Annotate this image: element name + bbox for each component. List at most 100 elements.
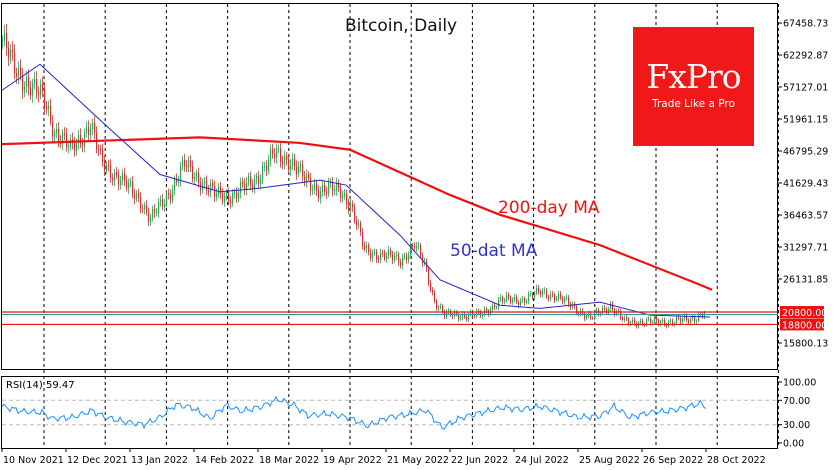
candle-body	[56, 128, 58, 133]
candle-body	[612, 303, 614, 310]
candle-body	[414, 245, 416, 249]
candle-body	[442, 306, 444, 312]
x-tick-label: 25 Aug 2022	[579, 455, 640, 466]
candle-body	[486, 308, 488, 311]
candle-body	[120, 180, 122, 186]
candle-body	[406, 255, 408, 260]
candle-body	[4, 32, 6, 41]
candle-body	[678, 317, 680, 319]
candle-body	[24, 86, 26, 92]
x-tick-label: 28 Oct 2022	[707, 455, 766, 466]
candle-body	[560, 293, 562, 298]
y-tick-label: 62292.87	[783, 51, 828, 62]
candle-body	[396, 254, 398, 257]
candle-body	[242, 181, 244, 185]
candle-body	[212, 183, 214, 187]
candle-body	[170, 194, 172, 200]
candle-body	[576, 306, 578, 314]
candle-body	[384, 252, 386, 259]
candle-body	[260, 179, 262, 184]
candle-body	[394, 256, 396, 261]
candle-body	[44, 89, 46, 106]
candle-body	[80, 135, 82, 144]
candle-body	[322, 185, 324, 192]
candle-body	[366, 245, 368, 250]
y-tick-label: 57127.01	[783, 83, 828, 94]
candle-body	[164, 203, 166, 207]
candle-body	[702, 314, 704, 317]
candle-body	[472, 312, 474, 316]
candle-body	[408, 255, 410, 260]
candle-body	[530, 293, 532, 295]
candle-body	[630, 322, 632, 324]
ma50-label: 50-dat MA	[450, 241, 538, 261]
candle-body	[698, 314, 700, 321]
candle-body	[50, 106, 52, 122]
candle-body	[440, 306, 442, 308]
candle-body	[256, 176, 258, 180]
logo-tagline: Trade Like a Pro	[652, 98, 735, 110]
candle-body	[578, 313, 580, 315]
candle-body	[310, 177, 312, 191]
rsi-label: RSI(14) 59.47	[6, 380, 75, 391]
x-tick-label: 18 Mar 2022	[259, 455, 319, 466]
x-tick-label: 24 Jul 2022	[515, 455, 569, 466]
x-tick-label: 21 May 2022	[387, 455, 449, 466]
candle-body	[680, 318, 682, 323]
candle-body	[246, 182, 248, 191]
candle-body	[474, 315, 476, 317]
candle-body	[278, 148, 280, 150]
candle-body	[280, 148, 282, 162]
candle-body	[314, 183, 316, 190]
candle-body	[94, 122, 96, 133]
candle-body	[10, 49, 12, 59]
candle-body	[88, 127, 90, 135]
candle-body	[126, 180, 128, 189]
candle-body	[594, 312, 596, 319]
candle-body	[100, 149, 102, 151]
candle-body	[290, 165, 292, 171]
x-tick-label: 26 Sep 2022	[643, 455, 703, 466]
candle-body	[68, 146, 70, 147]
candle-body	[412, 245, 414, 247]
candle-body	[496, 307, 498, 309]
candle-body	[536, 287, 538, 294]
candle-body	[154, 209, 156, 214]
y-tick-label: 51961.15	[783, 115, 828, 126]
candle-body	[696, 320, 698, 322]
candle-body	[504, 300, 506, 302]
candle-body	[438, 307, 440, 309]
candle-body	[618, 311, 620, 312]
candle-body	[528, 294, 530, 302]
candle-body	[694, 317, 696, 322]
candle-body	[690, 319, 692, 323]
candle-body	[224, 195, 226, 202]
candle-body	[418, 245, 420, 247]
candle-body	[430, 283, 432, 291]
logo-brand: FxPro	[646, 57, 741, 96]
candle-body	[238, 193, 240, 199]
candle-body	[470, 312, 472, 315]
candle-body	[544, 290, 546, 292]
candle-body	[516, 297, 518, 303]
candle-body	[86, 127, 88, 133]
candle-body	[174, 178, 176, 190]
candle-body	[664, 319, 666, 325]
y-tick-label: 36463.57	[783, 211, 828, 222]
candle-body	[372, 253, 374, 259]
ma200-line	[1, 136, 713, 291]
candle-body	[218, 186, 220, 194]
candle-body	[150, 217, 152, 222]
candle-body	[78, 135, 80, 143]
candle-body	[166, 193, 168, 204]
candle-body	[196, 172, 198, 178]
candle-body	[168, 193, 170, 195]
candle-body	[108, 164, 110, 166]
x-tick-label: 13 Jan 2022	[131, 455, 188, 466]
level-price-label: 18800.00	[782, 320, 827, 331]
ma50-line	[1, 63, 711, 318]
candle-body	[522, 298, 524, 301]
candle-body	[208, 190, 210, 193]
